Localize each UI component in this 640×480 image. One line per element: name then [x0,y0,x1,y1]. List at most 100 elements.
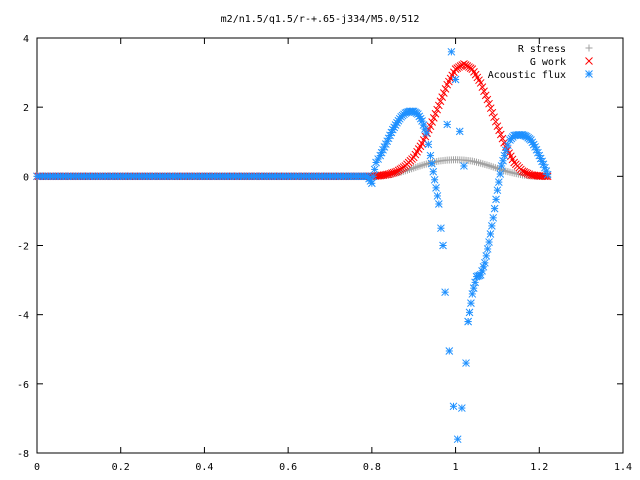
data-point [429,114,438,122]
data-point [486,230,495,238]
data-point [429,167,438,176]
data-point [428,118,436,126]
data-point [476,79,485,87]
data-point [481,91,490,100]
data-point [476,271,485,279]
data-point [368,179,376,188]
data-point [464,317,472,326]
data-point [460,162,468,170]
data-point [437,224,445,233]
series-layer [33,47,552,444]
legend: R stress G work Acoustic flux [488,44,593,81]
data-point [426,151,435,160]
data-point [494,178,503,186]
data-point [370,165,379,174]
data-point [481,258,489,267]
y-tick-label: 2 [23,103,29,114]
data-point [483,245,492,253]
data-point [441,84,450,93]
data-point [542,167,551,175]
x-tick-label: 1.2 [530,462,548,473]
x-tick-label: 1.4 [614,462,632,473]
legend-marker [585,70,593,78]
y-tick-label: -8 [17,449,29,460]
data-point [543,170,552,179]
data-point [487,222,496,230]
data-point [426,122,435,131]
data-point [496,170,505,178]
data-point [465,308,474,317]
data-point [451,75,460,84]
legend-marker [585,44,593,52]
data-point [499,156,507,165]
data-point [449,402,458,411]
y-tick-labels: 4 2 0 -2 -4 -6 -8 [17,34,29,460]
data-point [369,172,378,181]
data-point [489,213,498,222]
data-point [478,267,486,275]
y-tick-label: -6 [17,380,29,391]
data-point [486,104,495,113]
data-point [422,129,431,137]
data-point [434,200,443,208]
data-point [492,195,500,204]
x-tick-labels: 0 0.2 0.4 0.6 0.8 1 1.2 1.4 [34,462,632,473]
data-point [433,192,442,200]
data-point [468,290,477,298]
data-point [430,175,439,184]
data-point [441,288,449,297]
legend-label: G work [530,57,566,68]
data-point [424,140,433,149]
y-tick-label: -2 [17,242,29,253]
data-point [478,83,487,91]
data-point [427,159,436,168]
data-point [453,435,462,444]
data-point [491,117,500,126]
data-point [438,93,447,101]
x-tick-label: 0 [34,462,40,473]
legend-label: Acoustic flux [488,70,566,81]
chart-title: m2/n1.5/q1.5/r-+.65-j334/M5.0/512 [221,14,420,25]
data-point [496,130,505,139]
data-point [490,204,499,213]
data-point [480,87,488,96]
data-point [493,186,502,195]
data-point [483,95,492,104]
data-point [381,170,390,179]
data-point [493,122,502,131]
data-point [433,105,442,114]
data-point [439,89,448,97]
x-tick-label: 0.8 [363,462,381,473]
data-point [439,241,447,250]
data-point [467,299,475,307]
data-point [469,284,478,293]
y-tick-label: 0 [23,172,29,183]
data-point [498,134,507,143]
data-point [447,47,456,56]
data-point [490,113,498,122]
data-point [432,184,440,192]
series-acoustic-flux [33,47,552,444]
x-tick-label: 1 [453,462,459,473]
data-point [431,109,440,118]
legend-marker [585,57,593,65]
data-point [497,162,506,170]
data-point [457,404,466,412]
data-point [443,120,452,129]
x-tick-label: 0.6 [279,462,297,473]
data-point [436,97,445,106]
y-tick-label: 4 [23,34,29,45]
data-point [485,99,493,108]
y-tick-label: -4 [17,311,29,322]
data-point [445,347,454,355]
x-tick-label: 0.4 [195,462,213,473]
data-point [482,252,491,260]
legend-label: R stress [518,44,566,55]
data-point [485,238,493,246]
data-point [495,126,503,135]
data-point [462,359,470,367]
data-point [488,108,497,117]
data-point [471,278,479,287]
